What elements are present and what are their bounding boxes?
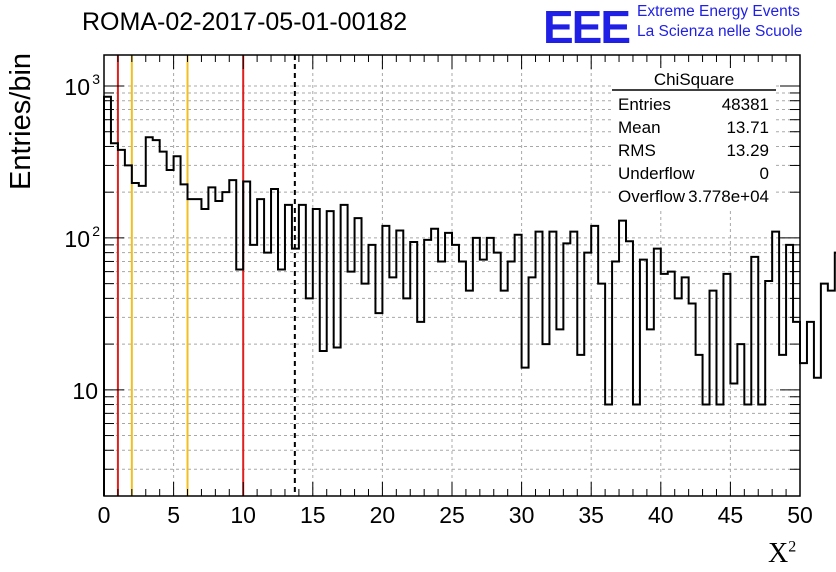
y-tick-label: 10 xyxy=(64,226,90,252)
x-axis-label: X2 xyxy=(768,538,796,570)
x-tick-label: 30 xyxy=(509,502,535,528)
y-tick-label: 10 xyxy=(64,74,90,100)
stats-label: Overflow xyxy=(618,187,686,206)
x-tick-label: 5 xyxy=(167,502,180,528)
logo-line-1: Extreme Energy Events xyxy=(637,3,800,20)
x-axis-label-superscript: 2 xyxy=(788,538,797,556)
histogram-outline xyxy=(103,95,836,496)
y-tick-label-exponent: 2 xyxy=(92,223,100,239)
stats-value: 0 xyxy=(760,164,769,183)
stats-box-background xyxy=(612,68,776,210)
reference-lines xyxy=(116,55,296,496)
x-tick-label: 40 xyxy=(648,502,674,528)
histogram-series xyxy=(103,95,836,496)
chart-title: ROMA-02-2017-05-01-00182 xyxy=(82,8,408,36)
x-tick-label: 45 xyxy=(718,502,744,528)
stats-value: 3.778e+04 xyxy=(688,187,769,206)
stats-title: ChiSquare xyxy=(654,70,734,89)
stats-label: Mean xyxy=(618,118,661,137)
x-tick-label: 20 xyxy=(370,502,396,528)
x-tick-label: 25 xyxy=(439,502,465,528)
stats-value: 13.71 xyxy=(726,118,769,137)
x-tick-label: 50 xyxy=(787,502,813,528)
stats-label: Entries xyxy=(618,95,671,114)
stats-value: 13.29 xyxy=(726,141,769,160)
x-axis-label-base: X xyxy=(768,538,789,569)
grid-lines xyxy=(104,55,800,497)
logo-line-2: La Scienza nelle Scuole xyxy=(637,23,803,40)
stats-label: Underflow xyxy=(618,164,695,183)
stats-box: ChiSquare Entries 48381 Mean 13.71 RMS 13.29 Un… xyxy=(612,68,776,210)
x-tick-label: 10 xyxy=(230,502,256,528)
x-tick-label: 35 xyxy=(578,502,604,528)
y-axis-label: Entries/bin xyxy=(5,52,37,190)
x-tick-label: 15 xyxy=(300,502,326,528)
eee-logo: EEE xyxy=(543,1,631,53)
stats-label: RMS xyxy=(618,141,656,160)
x-tick-label: 0 xyxy=(98,502,111,528)
y-tick-label-exponent: 3 xyxy=(92,71,100,87)
y-tick-label: 10 xyxy=(72,378,98,404)
stats-value: 48381 xyxy=(722,95,769,114)
